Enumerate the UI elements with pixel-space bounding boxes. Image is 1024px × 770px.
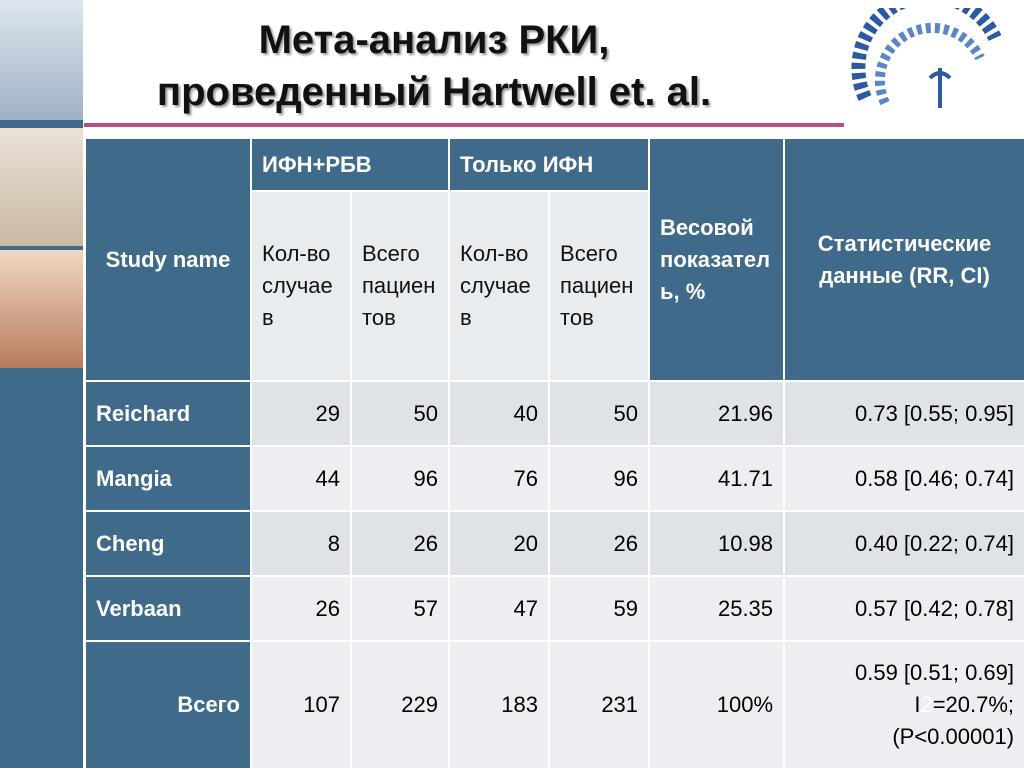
cell: 0.59 [0.51; 0.69] I2=20.7%; (P<0.00001) [783, 640, 1024, 770]
cell: 231 [548, 640, 651, 770]
table-row: Reichard 29 50 40 50 21.96 0.73 [0.55; 0.95] [84, 380, 1024, 447]
header-cell: Всего пациентов [548, 190, 651, 382]
logo [851, 8, 1002, 108]
cell: 26 [349, 510, 451, 577]
header-cell: ИФН+РБВ [249, 137, 451, 192]
table-row: Mangia 44 96 76 96 41.71 0.58 [0.46; 0.74] [84, 445, 1024, 512]
photo [0, 250, 83, 368]
header-cell: Study name [84, 137, 252, 382]
cell: 96 [548, 445, 651, 512]
cell: 59 [548, 575, 651, 642]
table-row: Cheng 8 26 20 26 10.98 0.40 [0.22; 0.74] [84, 510, 1024, 577]
header-cell: Статистические данные (RR, CI) [783, 137, 1024, 382]
row-label: Всего [84, 640, 252, 770]
row-label: Reichard [84, 380, 252, 447]
row-label: Verbaan [84, 575, 252, 642]
data-table: Study name ИФН+РБВ Только ИФН Весовой по… [84, 137, 1024, 770]
title-line: проведенный Hartwell et. al. [156, 70, 712, 114]
header-cell: Кол-во случаев [250, 190, 352, 382]
cell: 0.40 [0.22; 0.74] [783, 510, 1024, 577]
cell: 40 [448, 380, 551, 447]
cell: 50 [349, 380, 451, 447]
cell: 107 [250, 640, 352, 770]
cell: 0.73 [0.55; 0.95] [783, 380, 1024, 447]
cell: 21.96 [648, 380, 786, 447]
cell: 0.57 [0.42; 0.78] [783, 575, 1024, 642]
photo [0, 0, 83, 120]
header-cell: Только ИФН [448, 137, 651, 192]
cell: 229 [349, 640, 451, 770]
title-rule [84, 123, 844, 127]
cell: 29 [250, 380, 352, 447]
heterogeneity: I2=20.7%; [795, 689, 1014, 721]
i-value: =20.7%; [932, 692, 1015, 717]
title: Мета-анализ РКИ, проведенный Hartwell et… [84, 14, 784, 118]
cell: 20 [448, 510, 551, 577]
header-cell: Всего пациентов [349, 190, 451, 382]
cell: 183 [448, 640, 551, 770]
cell: 25.35 [648, 575, 786, 642]
cell: 47 [448, 575, 551, 642]
cell: 0.58 [0.46; 0.74] [783, 445, 1024, 512]
cell: 26 [250, 575, 352, 642]
row-label: Mangia [84, 445, 252, 512]
cell: 50 [548, 380, 651, 447]
cell: 57 [349, 575, 451, 642]
side-panel [0, 0, 83, 768]
cell: 96 [349, 445, 451, 512]
p-value: (P<0.00001) [892, 724, 1015, 749]
cell: 26 [548, 510, 651, 577]
cell: 10.98 [648, 510, 786, 577]
cell: 76 [448, 445, 551, 512]
i-sup: 2 [920, 692, 933, 717]
row-label: Cheng [84, 510, 252, 577]
header-cell: Кол-во случаев [448, 190, 551, 382]
photo [0, 128, 83, 246]
cell: 44 [250, 445, 352, 512]
cell: 100% [648, 640, 786, 770]
header-cell: Весовой показатель, % [648, 137, 786, 382]
stats-text: 0.59 [0.51; 0.69] [855, 660, 1015, 685]
table-row: Verbaan 26 57 47 59 25.35 0.57 [0.42; 0.78] [84, 575, 1024, 642]
cell: 8 [250, 510, 352, 577]
title-line: Мета-анализ РКИ, [258, 18, 610, 62]
i-label: I [914, 692, 921, 717]
cell: 41.71 [648, 445, 786, 512]
